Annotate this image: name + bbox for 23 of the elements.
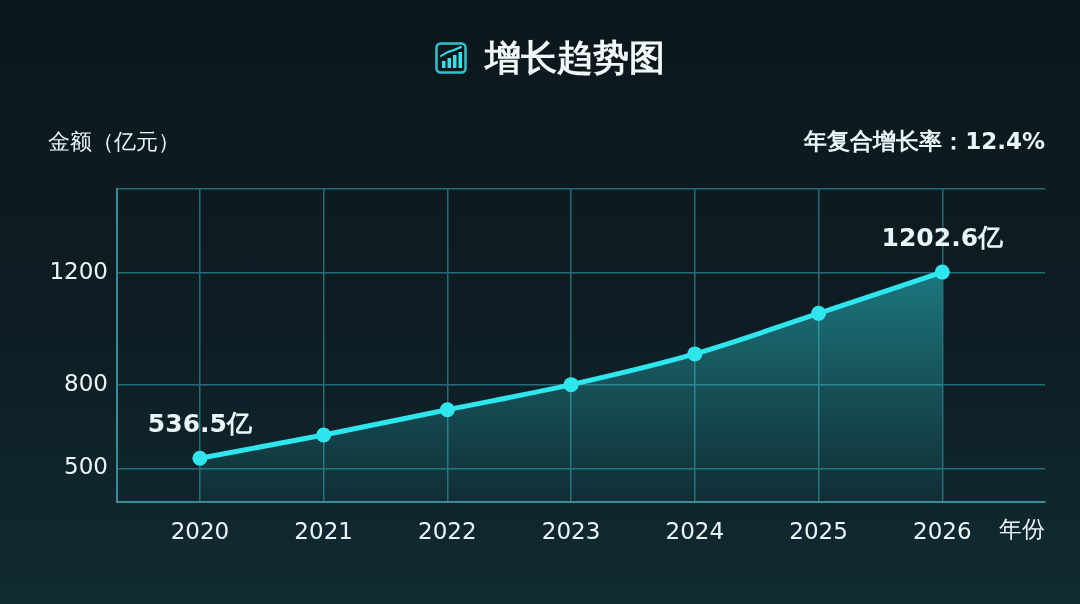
x-tick-label: 2021: [294, 517, 353, 544]
x-tick-label: 2020: [170, 517, 230, 544]
y-tick-label: 1200: [49, 257, 108, 284]
data-label: 536.5亿: [147, 408, 253, 438]
x-tick-label: 2022: [418, 517, 477, 544]
data-label: 1202.6亿: [881, 222, 1005, 252]
point: [934, 264, 950, 280]
x-tick-label: 2024: [665, 517, 725, 544]
y-tick-label: 800: [64, 369, 108, 396]
x-tick-label: 2025: [789, 517, 848, 544]
x-tick-label: 2026: [913, 517, 972, 544]
text: 年复合增长率：12.4%: [803, 127, 1045, 154]
point: [563, 377, 579, 393]
point: [811, 305, 827, 321]
x-tick-label: 2023: [541, 517, 601, 544]
y-axis-title: 金额（亿元）: [48, 128, 180, 154]
point: [439, 402, 455, 418]
point: [316, 427, 332, 443]
chart-title: 增长趋势图: [485, 36, 665, 80]
y-tick-label: 500: [64, 453, 108, 480]
x-axis-title: 年份: [999, 515, 1045, 542]
point: [687, 346, 703, 362]
point: [192, 450, 208, 466]
